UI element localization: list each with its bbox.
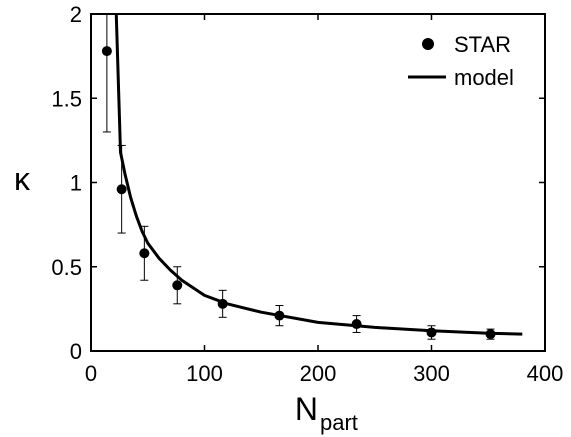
- star-marker: [139, 248, 150, 259]
- star-marker: [217, 298, 228, 309]
- x-axis-label: N: [295, 391, 318, 427]
- star-point: [485, 328, 496, 340]
- star-point: [172, 266, 183, 305]
- y-tick-label: 2: [70, 2, 82, 27]
- star-marker: [426, 327, 437, 338]
- axis-ticks: 0 100 200 300 400 0 0.5 1 1.5 2: [51, 2, 563, 386]
- y-tick-label: 1: [70, 171, 82, 196]
- star-point: [217, 289, 228, 318]
- x-tick-label: 0: [85, 361, 97, 386]
- legend-model-label: model: [454, 65, 514, 90]
- x-axis-label-subscript: part: [320, 410, 358, 435]
- star-point: [351, 315, 362, 333]
- star-marker: [274, 310, 285, 321]
- model-line: [114, 14, 523, 336]
- star-marker: [116, 184, 127, 195]
- legend-star-label: STAR: [454, 32, 511, 57]
- legend-star-marker: [422, 38, 434, 50]
- star-point: [274, 305, 285, 327]
- y-axis-label: κ: [14, 161, 31, 197]
- legend: STAR model: [408, 32, 514, 90]
- star-point: [426, 325, 437, 340]
- star-point: [116, 144, 127, 234]
- star-marker: [351, 319, 362, 330]
- star-marker: [101, 46, 112, 57]
- y-tick-label: 0.5: [51, 255, 82, 280]
- x-tick-label: 300: [413, 361, 450, 386]
- x-tick-label: 400: [527, 361, 564, 386]
- plot-area: [101, 14, 523, 340]
- x-tick-label: 100: [186, 361, 223, 386]
- star-marker: [172, 280, 183, 291]
- x-tick-label: 200: [300, 361, 337, 386]
- star-point: [139, 225, 150, 281]
- y-tick-label: 1.5: [51, 86, 82, 111]
- y-tick-label: 0: [70, 339, 82, 364]
- star-point: [101, 14, 112, 133]
- star-marker: [485, 329, 496, 340]
